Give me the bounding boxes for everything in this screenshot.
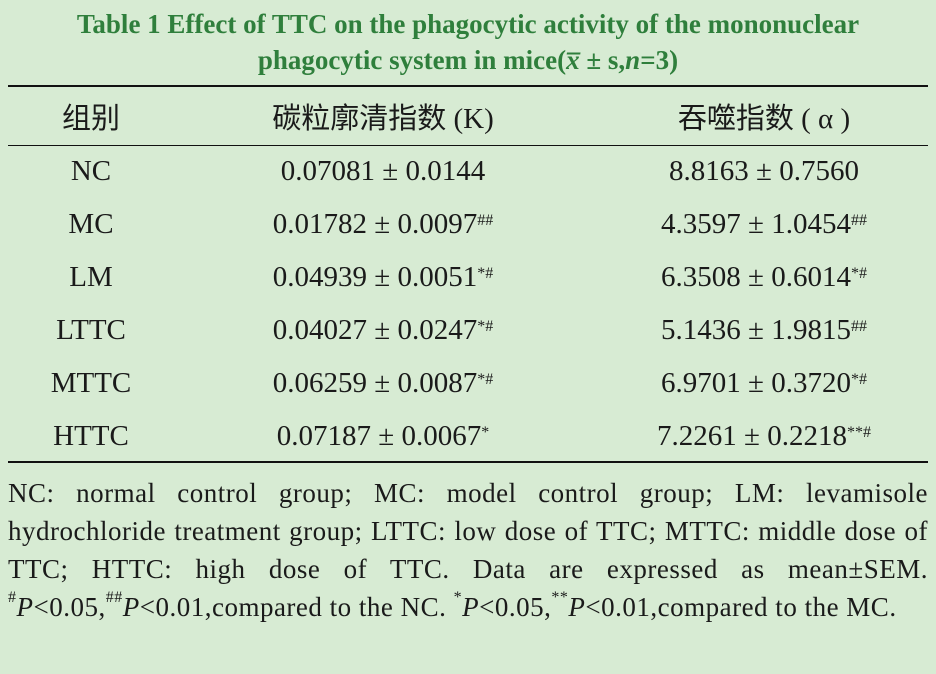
header-rule	[8, 145, 928, 146]
cell-k: 0.04939 ± 0.0051 *#	[272, 261, 494, 293]
footnote-p: P	[16, 592, 34, 622]
table-footnote: NC: normal control group; MC: model cont…	[8, 474, 928, 626]
cell-k-value: 0.07081 ± 0.0144	[280, 155, 486, 187]
cell-k: 0.07081 ± 0.0144	[174, 145, 592, 198]
cell-alpha-value: 6.9701 ± 0.3720	[661, 367, 851, 399]
cell-k-value: 0.06259 ± 0.0087	[272, 367, 478, 399]
table-row: MTTC 0.06259 ± 0.0087 *# 6.9701 ± 0.3720 *…	[8, 357, 928, 410]
footnote-text: <0.05,	[33, 592, 106, 622]
title-xbar: x̅	[566, 45, 580, 75]
cell-group: LTTC	[56, 314, 126, 346]
cell-group: LM	[69, 261, 113, 293]
header-alpha: 吞噬指数 ( α )	[677, 103, 851, 135]
cell-alpha: 5.1436 ± 1.9815 ##	[661, 314, 867, 346]
table-row: LTTC 0.04027 ± 0.0247 *# 5.1436 ± 1.9815 #…	[8, 304, 928, 357]
cell-k: 0.07187 ± 0.0067 *	[276, 420, 490, 452]
cell-alpha: 7.2261 ± 0.2218 **#	[657, 420, 871, 452]
table-row: NC 0.07081 ± 0.0144 8.8163 ± 0.7560	[8, 145, 928, 198]
footnote-text: NC: normal control group; MC: model cont…	[8, 478, 928, 584]
cell-k: 0.04027 ± 0.0247 *#	[272, 314, 494, 346]
top-rule	[8, 85, 928, 87]
cell-alpha-value: 7.2261 ± 0.2218	[657, 420, 847, 452]
cell-k-value: 0.04027 ± 0.0247	[272, 314, 478, 346]
footnote-text: <0.01,compared to the MC.	[585, 592, 897, 622]
cell-alpha: 6.9701 ± 0.3720 *#	[661, 367, 867, 399]
footnote-text: <0.05,	[479, 592, 552, 622]
footnote-paragraph: NC: normal control group; MC: model cont…	[8, 474, 928, 626]
title-line-2: phagocytic system in mice(x̅ ± s,n=3)	[8, 42, 928, 78]
title-n: n	[625, 45, 641, 75]
title-eq3: =3)	[640, 45, 679, 75]
footnote-p: P	[462, 592, 480, 622]
bottom-rule	[8, 461, 928, 463]
cell-k-value: 0.04939 ± 0.0051	[272, 261, 478, 293]
footnote-sup: ##	[105, 589, 123, 606]
header-k: 碳粒廓清指数 (K)	[272, 103, 494, 135]
cell-group: HTTC	[53, 420, 129, 452]
table-row: LM 0.04939 ± 0.0051 *# 6.3508 ± 0.6014 *#	[8, 251, 928, 304]
footnote-sup: #	[8, 589, 17, 606]
cell-alpha-value: 6.3508 ± 0.6014	[661, 261, 851, 293]
cell-k: 0.01782 ± 0.0097 ##	[272, 208, 494, 240]
cell-group: MC	[68, 208, 114, 240]
cell-alpha: 8.8163 ± 0.7560	[592, 145, 936, 198]
footnote-text: <0.01,compared to the NC.	[139, 592, 454, 622]
cell-alpha-value: 8.8163 ± 0.7560	[669, 155, 859, 187]
cell-group: NC	[70, 155, 112, 187]
cell-k-value: 0.01782 ± 0.0097	[272, 208, 478, 240]
cell-alpha-value: 5.1436 ± 1.9815	[661, 314, 851, 346]
cell-k-value: 0.07187 ± 0.0067	[276, 420, 482, 452]
table-title: Table 1 Effect of TTC on the phagocytic …	[8, 6, 928, 78]
title-line-2-text: phagocytic system in mice(	[257, 45, 567, 75]
footnote-p: P	[122, 592, 140, 622]
footnote-p: P	[568, 592, 586, 622]
header-group: 组别	[61, 103, 120, 135]
footnote-sup: *	[453, 589, 463, 606]
cell-alpha: 4.3597 ± 1.0454 ##	[661, 208, 867, 240]
cell-k: 0.06259 ± 0.0087 *#	[272, 367, 494, 399]
table-header-row: 组别 碳粒廓清指数 (K) 吞噬指数 ( α )	[8, 88, 928, 144]
title-line-1: Table 1 Effect of TTC on the phagocytic …	[76, 9, 860, 39]
cell-group: MTTC	[50, 367, 132, 399]
table-row: MC 0.01782 ± 0.0097 ## 4.3597 ± 1.0454 ##	[8, 198, 928, 251]
cell-alpha-value: 4.3597 ± 1.0454	[661, 208, 851, 240]
cell-alpha: 6.3508 ± 0.6014 *#	[661, 261, 867, 293]
table-row: HTTC 0.07187 ± 0.0067 * 7.2261 ± 0.2218 **…	[8, 410, 928, 463]
title-pm-s: ± s,	[579, 45, 626, 75]
footnote-sup: **	[551, 589, 569, 606]
